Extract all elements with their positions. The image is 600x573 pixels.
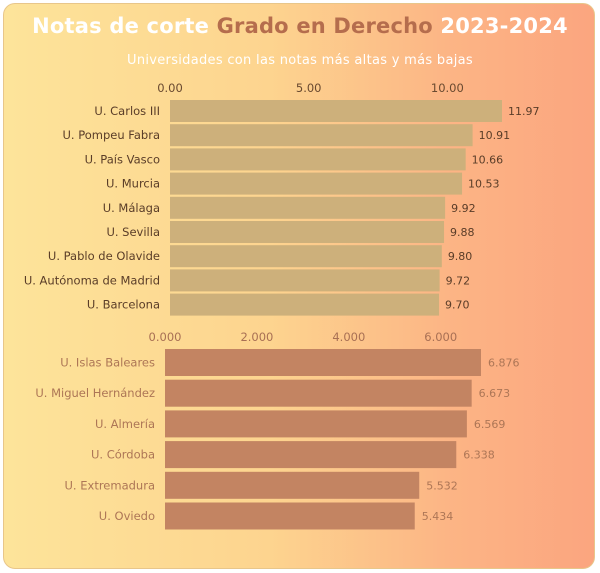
bar bbox=[170, 124, 473, 147]
value-label: 6.338 bbox=[463, 449, 495, 462]
bar bbox=[165, 502, 415, 530]
tick-label: 5.00 bbox=[296, 81, 322, 95]
category-label: U. Málaga bbox=[103, 201, 160, 215]
tick-label: 0.00 bbox=[157, 81, 183, 95]
bar bbox=[170, 172, 463, 195]
category-label: U. Pablo de Olavide bbox=[48, 249, 160, 263]
bar bbox=[165, 441, 457, 469]
value-label: 9.72 bbox=[446, 274, 471, 287]
tick-label: 2.000 bbox=[240, 330, 273, 344]
page-title: Notas de corte Grado en Derecho 2023-202… bbox=[0, 14, 600, 38]
bar bbox=[165, 349, 481, 376]
tick-label: 0.000 bbox=[149, 330, 182, 344]
bar bbox=[170, 196, 446, 219]
category-label: U. Carlos III bbox=[94, 104, 160, 118]
bar bbox=[170, 221, 445, 243]
value-label: 6.569 bbox=[474, 418, 506, 431]
bar bbox=[170, 293, 440, 316]
category-label: U. Oviedo bbox=[99, 509, 155, 523]
tick-label: 10.00 bbox=[431, 81, 464, 95]
category-label: U. Murcia bbox=[106, 177, 160, 191]
title-part-1: Notas de corte bbox=[32, 14, 217, 38]
category-label: U. Córdoba bbox=[91, 448, 155, 462]
bar bbox=[170, 269, 440, 292]
value-label: 6.876 bbox=[488, 357, 520, 370]
bar bbox=[170, 245, 442, 268]
category-label: U. País Vasco bbox=[85, 152, 160, 166]
category-label: U. Miguel Hernández bbox=[35, 386, 155, 400]
title-part-2: Grado en Derecho bbox=[216, 14, 433, 38]
value-label: 9.70 bbox=[445, 299, 470, 312]
subtitle: Universidades con las notas más altas y … bbox=[127, 53, 473, 68]
value-label: 11.97 bbox=[508, 105, 540, 118]
value-label: 10.91 bbox=[479, 129, 511, 142]
category-label: U. Almería bbox=[95, 417, 155, 431]
value-label: 10.53 bbox=[468, 178, 500, 191]
value-label: 5.434 bbox=[422, 510, 454, 523]
category-label: U. Barcelona bbox=[87, 298, 160, 312]
bar bbox=[165, 471, 420, 499]
category-label: U. Pompeu Fabra bbox=[63, 128, 161, 142]
bar bbox=[165, 379, 472, 407]
category-label: U. Islas Baleares bbox=[60, 356, 155, 370]
category-label: U. Extremadura bbox=[65, 478, 155, 492]
category-label: U. Sevilla bbox=[106, 225, 160, 239]
tick-label: 6.000 bbox=[424, 330, 457, 344]
bar bbox=[170, 100, 502, 122]
category-label: U. Autónoma de Madrid bbox=[24, 273, 160, 287]
value-label: 10.66 bbox=[472, 153, 504, 166]
value-label: 9.88 bbox=[450, 226, 475, 239]
value-label: 6.673 bbox=[479, 387, 511, 400]
bar bbox=[165, 410, 467, 438]
value-label: 9.92 bbox=[451, 202, 476, 215]
value-label: 9.80 bbox=[448, 250, 473, 263]
value-label: 5.532 bbox=[426, 479, 458, 492]
bar bbox=[170, 148, 466, 171]
title-part-3: 2023-2024 bbox=[432, 14, 568, 38]
tick-label: 4.000 bbox=[332, 330, 365, 344]
